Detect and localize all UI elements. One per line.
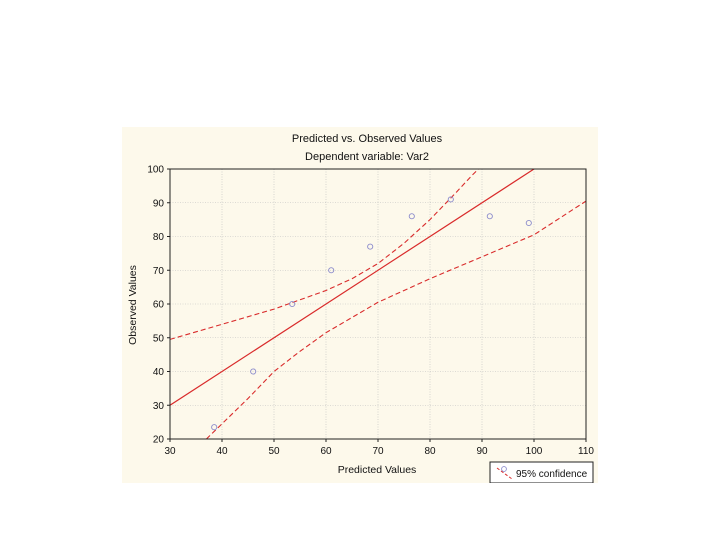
- plot-frame: [169, 168, 587, 440]
- y-axis-label: Observed Values: [127, 265, 139, 345]
- y-tick-label: 20: [153, 435, 165, 446]
- data-point: [367, 243, 374, 250]
- data-point: [211, 424, 218, 431]
- y-tick-label: 90: [153, 198, 165, 209]
- data-point: [486, 213, 493, 220]
- regression-line: [170, 169, 536, 406]
- x-tick-label: 80: [424, 446, 436, 457]
- chart-panel: Predicted vs. Observed Values Dependent …: [122, 127, 598, 483]
- legend-box: [489, 461, 594, 483]
- fit-lines: [170, 169, 586, 439]
- x-tick-label: 90: [476, 446, 488, 457]
- x-tick-label: 70: [372, 446, 384, 457]
- y-tick-label: 60: [153, 300, 165, 311]
- y-tick-label: 40: [153, 367, 165, 378]
- x-tick-label: 40: [216, 446, 228, 457]
- chart: Predicted vs. Observed Values Dependent …: [127, 133, 594, 483]
- grid: [170, 169, 586, 439]
- legend-point-swatch: [501, 466, 507, 472]
- chart-subtitle: Dependent variable: Var2: [305, 151, 429, 163]
- upper-confidence-band: [170, 169, 480, 340]
- x-tick-label: 100: [526, 446, 543, 457]
- data-point: [525, 219, 532, 227]
- data-point: [289, 300, 296, 308]
- data-point: [250, 368, 257, 375]
- legend-label: 95% confidence: [516, 469, 588, 480]
- legend: 95% confidence: [489, 461, 594, 483]
- y-tick-label: 100: [147, 165, 164, 176]
- x-axis-label: Predicted Values: [338, 464, 417, 476]
- data-point: [408, 213, 415, 220]
- data-points: [211, 196, 532, 431]
- y-tick-label: 50: [153, 333, 165, 344]
- legend-line-swatch: [496, 467, 513, 480]
- lower-confidence-band: [206, 200, 586, 439]
- chart-title: Predicted vs. Observed Values: [292, 133, 443, 145]
- y-tick-label: 30: [153, 401, 165, 412]
- x-tick-label: 60: [320, 446, 332, 457]
- x-tick-label: 110: [578, 446, 594, 457]
- data-point: [447, 196, 454, 203]
- y-tick-label: 70: [153, 266, 165, 277]
- data-point: [328, 267, 335, 274]
- x-tick-label: 50: [268, 446, 280, 457]
- x-tick-label: 30: [164, 446, 176, 457]
- y-tick-label: 80: [153, 232, 165, 243]
